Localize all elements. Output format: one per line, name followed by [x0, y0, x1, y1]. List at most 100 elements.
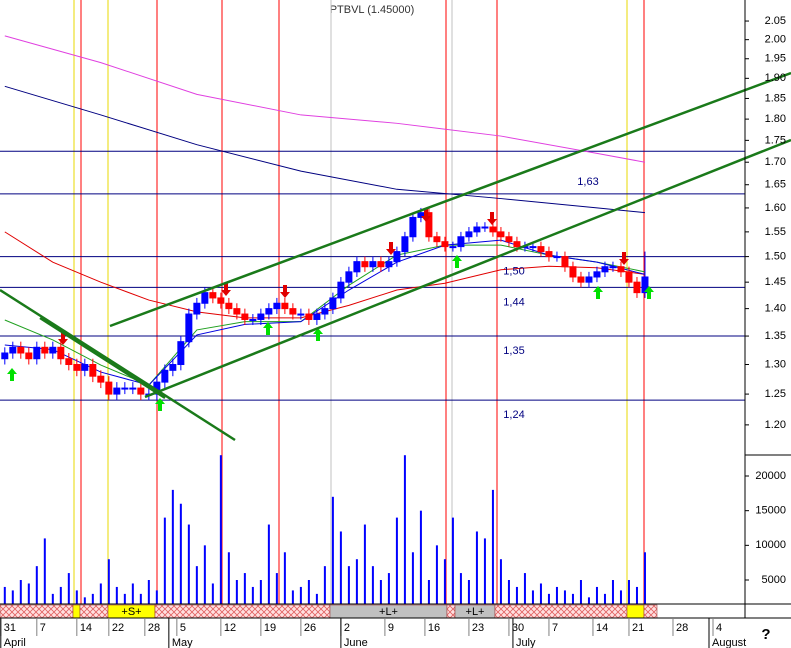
volume-bar: [523, 573, 526, 604]
candle-body: [481, 226, 489, 229]
volume-bar: [35, 566, 38, 604]
help-mark[interactable]: ?: [761, 626, 770, 643]
candle-body: [561, 256, 569, 268]
moving-average: [4, 85, 646, 214]
volume-bar: [131, 583, 134, 604]
chart-title: PTBVL (1.45000): [330, 4, 415, 16]
candle-body: [33, 346, 41, 360]
candle-body: [401, 236, 409, 253]
y-tick-label: 1.70: [765, 156, 786, 168]
candle-body: [409, 216, 417, 238]
volume-bar: [275, 573, 278, 604]
volume-bar: [339, 531, 342, 604]
volume-bar: [587, 597, 590, 604]
volume-bar: [411, 552, 414, 604]
volume-bar: [43, 538, 46, 604]
buy-arrow: [155, 398, 165, 411]
volume-bar: [395, 517, 398, 604]
candle-body: [97, 375, 105, 383]
candle-body: [569, 266, 577, 278]
candle-body: [105, 381, 113, 395]
x-tick-label: 14: [80, 622, 92, 634]
y-tick-label: 1.25: [765, 388, 786, 400]
volume-bar: [331, 496, 334, 604]
volume-bar: [267, 524, 270, 604]
volume-bar: [387, 573, 390, 604]
volume-bar: [251, 586, 254, 604]
volume-bar: [603, 593, 606, 604]
sell-arrow: [386, 242, 396, 255]
buy-arrow: [452, 255, 462, 268]
candle-body: [129, 387, 137, 390]
x-tick-label: 4: [716, 622, 722, 634]
volume-bar: [355, 559, 358, 604]
x-tick-label: 31: [4, 622, 16, 634]
x-tick-label: 26: [304, 622, 316, 634]
trend-line: [39, 316, 166, 400]
month-label: June: [344, 637, 368, 648]
x-tick-label: 19: [264, 622, 276, 634]
volume-bar: [595, 586, 598, 604]
volume-bar: [539, 583, 542, 604]
volume-bar: [115, 586, 118, 604]
x-tick-label: 14: [596, 622, 608, 634]
volume-bar: [347, 566, 350, 604]
candle-body: [353, 261, 361, 273]
level-label: 1,44: [503, 296, 524, 308]
candle-body: [161, 369, 169, 383]
level-label: 1,24: [503, 409, 524, 421]
candle-body: [185, 313, 193, 343]
candle-body: [49, 346, 57, 354]
signal-segment: [494, 604, 628, 619]
volume-bar: [459, 573, 462, 604]
volume-bar: [187, 524, 190, 604]
volume-bar: [155, 590, 158, 604]
candle-body: [25, 352, 33, 360]
x-tick-label: 30: [512, 622, 524, 634]
x-tick-label: 28: [148, 622, 160, 634]
candle-body: [225, 302, 233, 310]
y-tick-label: 1.50: [765, 251, 786, 263]
candle-body: [89, 364, 97, 377]
month-label: July: [516, 637, 536, 648]
candle-body: [41, 346, 49, 354]
volume-panel: [3, 455, 646, 604]
x-tick-label: 5: [180, 622, 186, 634]
volume-bar: [179, 503, 182, 604]
sell-arrow: [619, 252, 629, 265]
volume-bar: [91, 593, 94, 604]
volume-bar: [123, 593, 126, 604]
candle-body: [265, 308, 273, 315]
candle-body: [241, 313, 249, 320]
level-label: 1,35: [503, 345, 524, 357]
x-tick-label: 9: [388, 622, 394, 634]
volume-bar: [427, 580, 430, 604]
candle-body: [57, 346, 65, 360]
x-tick-label: 12: [224, 622, 236, 634]
y-tick-label: 1.45: [765, 276, 786, 288]
volume-bar: [531, 590, 534, 604]
volume-bar: [627, 580, 630, 604]
y-tick-label: 1.95: [765, 53, 786, 65]
candle-body: [449, 246, 457, 249]
candle-body: [529, 246, 537, 249]
signal-segment: [626, 604, 645, 619]
sell-arrow: [58, 332, 68, 345]
volume-bar: [307, 580, 310, 604]
candle-body: [9, 346, 17, 354]
sell-arrow: [280, 285, 290, 298]
candle-body: [497, 231, 505, 238]
buy-arrow: [7, 368, 17, 381]
candle-body: [81, 364, 89, 371]
candle-body: [201, 292, 209, 304]
candle-body: [193, 302, 201, 315]
volume-bar: [483, 538, 486, 604]
candle-body: [73, 364, 81, 371]
candle-body: [257, 313, 265, 320]
y-tick-label: 1.40: [765, 303, 786, 315]
candle-body: [609, 266, 617, 269]
y-tick-label: 1.60: [765, 202, 786, 214]
candle-body: [289, 308, 297, 315]
buy-arrow: [593, 286, 603, 299]
